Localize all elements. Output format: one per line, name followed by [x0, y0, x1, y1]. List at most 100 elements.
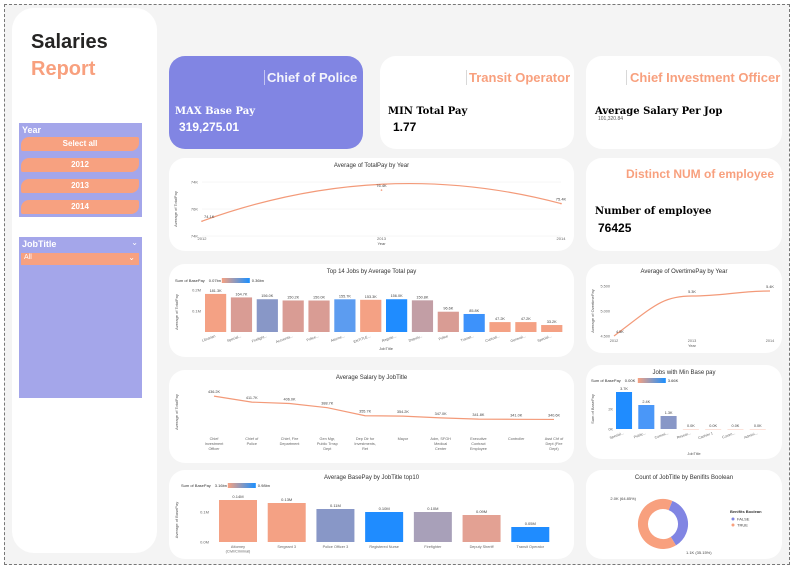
data-label: 3.7K	[620, 387, 628, 391]
kpi-separator	[466, 70, 467, 85]
kpi-separator	[264, 70, 265, 85]
legend-marker	[731, 517, 735, 521]
x-tick-label: Dept (Fire	[546, 442, 563, 446]
y-tick-label: 0.1M	[200, 510, 209, 515]
x-tick-label: Registe...	[381, 334, 397, 343]
chart-card-basepay-top10: Average BasePay by JobTitle top10 Sum of…	[169, 470, 574, 559]
kpi-card-min-total-pay: Transit Operator MIN Total Pay 1.77	[380, 56, 574, 149]
chart-card-totalpay-by-year: Average of TotalPay by Year 74K 76K 74K Ave…	[169, 158, 574, 251]
chart-svg: Sum of BasePay 0.07bn 0.36bn Average of Tot…	[174, 278, 563, 351]
legend-gradient	[221, 278, 250, 283]
x-tick-label: Police	[247, 442, 257, 446]
x-tick-label: Executive	[470, 437, 486, 441]
data-label: 341.8K	[472, 413, 485, 417]
bar	[205, 293, 227, 332]
data-label: 1.3K	[665, 411, 673, 415]
data-label: 347.0K	[435, 412, 448, 416]
data-label: 406.0K	[284, 397, 297, 401]
slice-label: 2.0K (64.85%)	[610, 496, 636, 501]
data-label: 411.7K	[246, 396, 258, 400]
x-tick-label: Firefight...	[251, 334, 267, 343]
y-tick-label: 0.1M	[192, 309, 201, 314]
y-axis-label: Average of OvertimePay	[590, 289, 595, 333]
x-tick-label: 2013	[377, 236, 387, 241]
x-tick-label: Custodi...	[485, 334, 501, 343]
slice-label: 1.1K (35.15%)	[686, 550, 712, 555]
year-option-2012[interactable]: 2012	[21, 158, 139, 172]
year-slicer[interactable]: Year Select all 2012 2013 2014	[19, 123, 142, 217]
x-tick-label: ENTITLE...	[353, 334, 371, 344]
y-axis-label: Average of TotalPay	[174, 394, 179, 430]
data-label: 0.05M	[525, 521, 536, 526]
y-axis-label: Average of TotalPay	[173, 191, 178, 227]
data-label: 85.8K	[469, 309, 479, 313]
year-option-2013[interactable]: 2013	[21, 179, 139, 193]
bar	[437, 311, 459, 332]
x-tick-label: Comm...	[722, 431, 736, 439]
chart-svg: Sum of BasePay 0.00K 3.66K Sum of BasePay 2K…	[590, 378, 766, 456]
kpi-title: Transit Operator	[469, 70, 571, 85]
y-tick-label: 76K	[191, 207, 198, 212]
x-tick-label-line2: (Civil/Criminal)	[226, 550, 251, 554]
data-label: 156.0K	[391, 294, 404, 298]
x-tick-label: Chief, Fire	[281, 437, 299, 441]
bar	[463, 313, 485, 332]
data-label: 5.4K	[766, 285, 774, 289]
legend-max-label: 3.66K	[668, 378, 679, 383]
x-tick-label: Registered Nurse	[369, 545, 399, 549]
data-label: 47.2K	[521, 317, 531, 321]
x-tick-label: 2013	[688, 339, 696, 343]
legend-gradient	[227, 483, 256, 488]
kpi-value: 1.77	[393, 120, 417, 134]
bar	[219, 500, 257, 542]
chart-title: Average of TotalPay by Year	[333, 163, 410, 169]
data-label: 0.11M	[330, 503, 341, 508]
x-tick-label: Accounta...	[275, 334, 293, 344]
jobtitle-slicer[interactable]: JobTitle ⌄ All ⌄	[19, 237, 142, 398]
report-title: Salaries	[31, 31, 108, 53]
chart-title: Jobs with Min Base pay	[652, 370, 716, 376]
kpi-card-distinct-employees: Distinct NUM of employee Number of emplo…	[586, 158, 782, 251]
dropdown-chevron-icon[interactable]: ⌄	[128, 253, 135, 262]
data-label: 436.2K	[208, 390, 221, 394]
x-tick-label: Cashier 1	[698, 431, 714, 440]
x-tick-label: Admini...	[744, 431, 759, 440]
y-tick-label: 5.000	[600, 310, 610, 314]
bar	[511, 527, 550, 542]
x-tick-label: Special...	[537, 334, 552, 343]
year-option-2014[interactable]: 2014	[21, 200, 139, 214]
data-label: 4.5K	[616, 330, 624, 334]
x-tick-label: 2014	[766, 339, 774, 343]
data-label: 2.4K	[642, 400, 650, 404]
x-tick-label: Chief of	[245, 437, 259, 441]
collapse-chevron-icon[interactable]: ⌄	[131, 238, 138, 247]
data-label: 164.7K	[235, 292, 248, 296]
x-tick-label: Investment	[205, 442, 225, 446]
y-tick-label: 4.500	[600, 335, 610, 339]
bar	[308, 300, 330, 332]
legend-title: Benifits Boolean	[730, 509, 762, 514]
bar	[282, 300, 304, 332]
chart-card-min-base-pay: Jobs with Min Base pay Sum of BasePay 0.0…	[586, 365, 782, 459]
data-label: 5.3K	[688, 290, 696, 294]
x-tick-label: Deputy...	[408, 334, 423, 343]
x-tick-label: Employee	[470, 447, 487, 451]
jobtitle-dropdown[interactable]: All ⌄	[21, 253, 139, 265]
bar	[616, 392, 633, 429]
jobtitle-slicer-header: JobTitle	[22, 239, 57, 249]
x-tick-label: Attorne...	[330, 334, 345, 343]
bar	[360, 299, 382, 332]
x-tick-label: Sergeant 3	[277, 545, 296, 549]
data-point	[560, 202, 562, 205]
chart-title: Average BasePay by JobTitle top10	[323, 475, 420, 481]
chart-card-benefits-donut: Count of JobTitle by Benifits Boolean 2.…	[586, 470, 782, 559]
data-label: 340.6K	[548, 413, 561, 417]
data-point	[380, 189, 383, 191]
legend-item: FALSE	[737, 517, 750, 522]
x-tick-label: Commi...	[654, 431, 669, 440]
year-option-select-all[interactable]: Select all	[21, 137, 139, 151]
bar	[256, 299, 278, 332]
chart-svg: Sum of BasePay 3.16bn 0.98bn Average of Bas…	[174, 483, 550, 554]
bar	[660, 416, 677, 429]
y-axis-label: Sum of BasePay	[590, 394, 595, 424]
